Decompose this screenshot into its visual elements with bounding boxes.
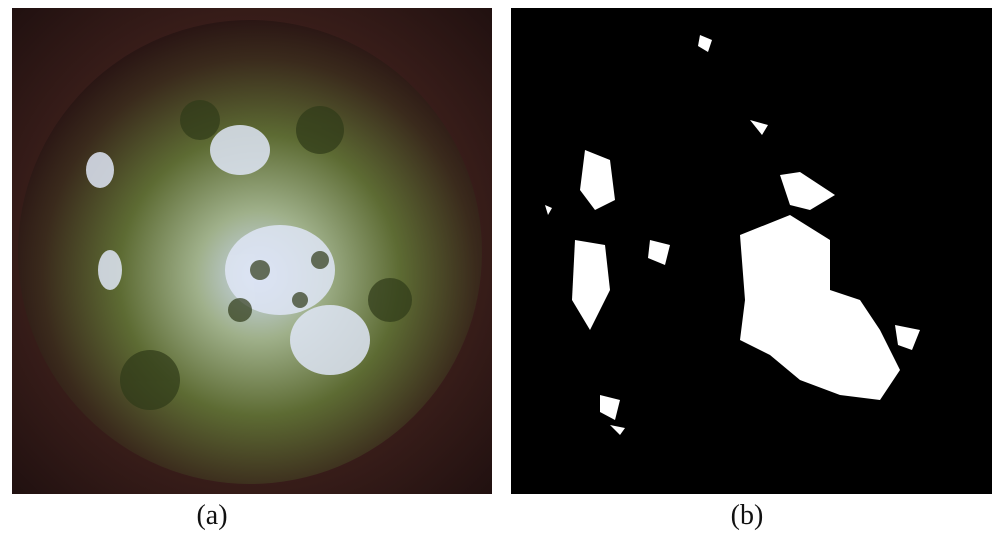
photo-panel — [12, 8, 492, 494]
binary-panel — [511, 8, 992, 494]
sky-pixels — [545, 35, 920, 435]
foliage — [120, 100, 412, 410]
caption: (b) — [731, 500, 764, 531]
sky-gaps — [86, 125, 370, 375]
caption: (a) — [196, 500, 227, 531]
